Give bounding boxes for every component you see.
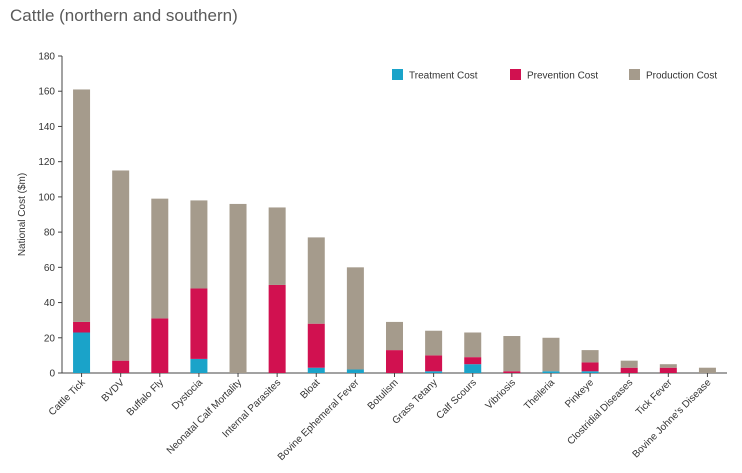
y-tick-label: 160 [38, 87, 55, 98]
bar-segment-prevention-cost [620, 367, 638, 373]
bar-segment-treatment-cost [346, 369, 364, 373]
y-tick-label: 20 [44, 333, 56, 344]
bar-segment-prevention-cost [425, 355, 443, 372]
bar-segment-production-cost [464, 332, 482, 358]
x-tick-label: Bovine Johne's Disease [631, 377, 714, 460]
legend: Treatment Cost Prevention Cost Production … [392, 69, 717, 82]
bar-segment-treatment-cost [425, 371, 443, 373]
bar-segment-prevention-cost [581, 362, 599, 372]
bar-segment-treatment-cost [307, 367, 325, 373]
bar-segment-prevention-cost [112, 360, 130, 373]
bar-segment-prevention-cost [307, 323, 325, 368]
y-tick-label: 180 [38, 52, 55, 63]
bar-segment-production-cost [386, 321, 403, 351]
bar-segment-production-cost [190, 200, 208, 289]
legend-swatch [510, 69, 521, 80]
legend-swatch [629, 69, 640, 80]
bar-segment-production-cost [698, 367, 716, 373]
y-tick-label: 60 [44, 263, 56, 274]
bar-segment-production-cost [151, 198, 169, 319]
bar-segment-treatment-cost [73, 332, 91, 373]
bar-segment-production-cost [268, 207, 286, 285]
bar-segment-prevention-cost [151, 318, 169, 373]
y-tick-label: 140 [38, 122, 55, 133]
bar-segment-production-cost [503, 336, 521, 372]
x-tick-label: Bovine Ephemeral Fever [276, 377, 362, 463]
bar-segment-treatment-cost [542, 371, 560, 373]
x-tick-label: Cattle Tick [47, 377, 88, 418]
bars [73, 89, 716, 373]
legend-label: Treatment Cost [409, 71, 478, 82]
x-tick-label: Dystocia [170, 377, 205, 412]
bar-segment-production-cost [73, 89, 91, 322]
x-tick-label: Buffalo Fly [125, 377, 166, 418]
legend-label: Production Cost [646, 71, 717, 82]
y-tick-label: 120 [38, 157, 55, 168]
bar-segment-production-cost [581, 350, 599, 363]
chart-title: Cattle (northern and southern) [10, 6, 238, 25]
y-axis-label: National Cost ($m) [17, 173, 28, 256]
bar-segment-treatment-cost [464, 364, 482, 373]
bar-segment-prevention-cost [386, 350, 403, 373]
x-tick-label: Clostridial Diseases [565, 377, 635, 447]
x-tick-label: Pinkeye [563, 377, 596, 410]
y-tick-label: 40 [44, 298, 56, 309]
bar-segment-prevention-cost [268, 284, 286, 373]
bar-segment-production-cost [229, 203, 247, 373]
x-tick-label: Botulism [366, 377, 401, 412]
bar-segment-treatment-cost [190, 358, 208, 373]
x-tick-label: Vibriosis [484, 377, 518, 411]
x-tick-label: BVDV [100, 377, 127, 404]
y-tick-label: 100 [38, 192, 55, 203]
bar-segment-production-cost [307, 237, 325, 324]
x-tick-label: Theileria [522, 377, 557, 412]
y-tick-label: 80 [44, 228, 56, 239]
bar-segment-prevention-cost [503, 371, 521, 373]
bar-segment-production-cost [346, 267, 364, 370]
x-tick-label: Tick Fever [634, 377, 675, 418]
bar-segment-production-cost [425, 330, 443, 356]
y-tick-label: 0 [49, 369, 55, 380]
bar-segment-production-cost [620, 360, 638, 368]
bar-segment-prevention-cost [190, 288, 208, 359]
bar-segment-prevention-cost [73, 321, 91, 333]
bar-segment-prevention-cost [464, 357, 482, 365]
bar-segment-production-cost [112, 170, 130, 361]
legend-swatch [392, 69, 403, 80]
bar-segment-production-cost [542, 337, 560, 372]
x-tick-label: Neonatal Calf Mortality [165, 377, 244, 456]
bar-segment-treatment-cost [581, 371, 599, 373]
x-tick-label: Calf Scours [435, 377, 479, 421]
x-tick-label: Bloat [298, 377, 322, 401]
bar-segment-prevention-cost [659, 367, 677, 373]
bar-segment-production-cost [659, 364, 677, 368]
legend-label: Prevention Cost [527, 71, 598, 82]
